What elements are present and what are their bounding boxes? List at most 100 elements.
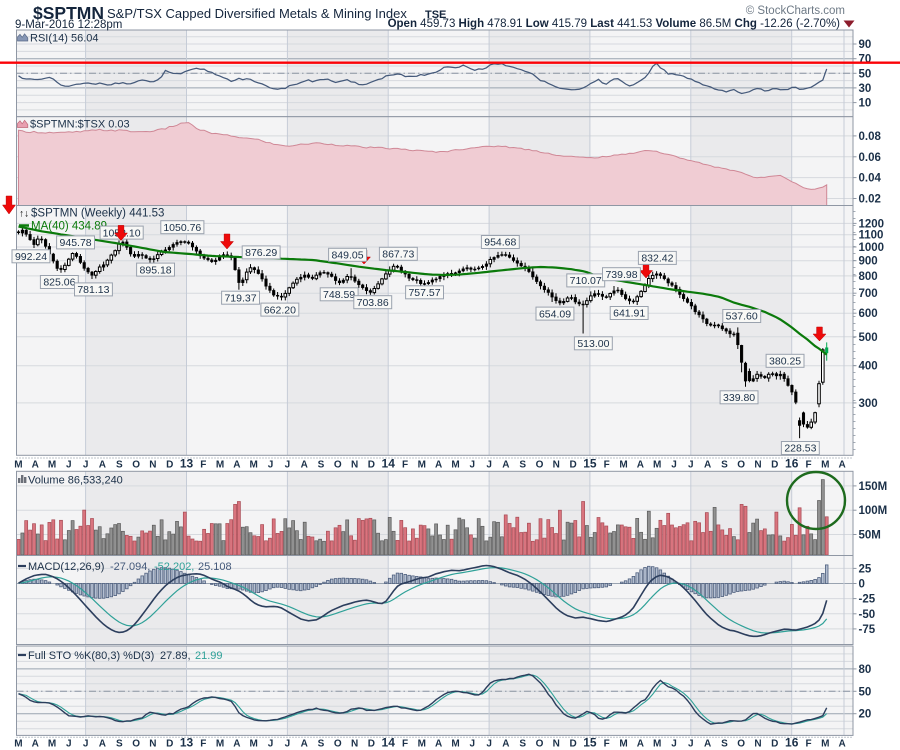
svg-text:M: M [250, 739, 258, 750]
svg-text:A: A [637, 739, 644, 750]
svg-text:Volume 86,533,240: Volume 86,533,240 [28, 475, 123, 487]
svg-text:O: O [737, 459, 745, 470]
svg-text:M: M [653, 739, 661, 750]
svg-text:F: F [604, 739, 610, 750]
svg-text:J: J [688, 739, 694, 750]
svg-text:N: N [351, 739, 358, 750]
svg-text:50: 50 [859, 68, 872, 80]
svg-text:A: A [704, 459, 711, 470]
svg-text:J: J [66, 739, 72, 750]
svg-text:D: D [771, 459, 778, 470]
svg-text:M: M [14, 459, 22, 470]
svg-text:A: A [838, 459, 845, 470]
svg-text:228.53: 228.53 [784, 443, 816, 455]
svg-text:M: M [653, 459, 661, 470]
svg-text:N: N [149, 459, 156, 470]
svg-text:992.24: 992.24 [15, 251, 47, 263]
svg-text:895.18: 895.18 [140, 264, 172, 276]
svg-text:S: S [318, 739, 325, 750]
svg-text:A: A [502, 739, 509, 750]
svg-text:$SPTMN: $SPTMN [33, 3, 104, 23]
svg-text:A: A [32, 459, 39, 470]
svg-text:A: A [99, 739, 106, 750]
svg-text:748.59: 748.59 [323, 289, 355, 301]
svg-text:15: 15 [583, 736, 597, 750]
svg-text:N: N [149, 739, 156, 750]
svg-text:F: F [200, 739, 206, 750]
svg-text:-52.202,: -52.202, [154, 561, 194, 573]
svg-text:S: S [519, 739, 526, 750]
svg-text:S: S [116, 739, 123, 750]
svg-text:F: F [604, 459, 610, 470]
svg-text:M: M [619, 739, 627, 750]
svg-text:© StockCharts.com: © StockCharts.com [746, 5, 845, 17]
svg-text:1100: 1100 [859, 230, 884, 242]
svg-text:A: A [838, 739, 845, 750]
svg-text:825.06: 825.06 [43, 277, 75, 289]
svg-text:D: D [771, 739, 778, 750]
svg-text:J: J [671, 459, 677, 470]
svg-text:757.57: 757.57 [408, 287, 440, 299]
svg-text:513.00: 513.00 [577, 338, 609, 350]
svg-text:30: 30 [859, 83, 872, 95]
svg-text:O: O [334, 459, 342, 470]
svg-text:M: M [451, 459, 459, 470]
svg-text:25.108: 25.108 [198, 561, 232, 573]
svg-text:J: J [486, 739, 492, 750]
svg-text:9-Mar-2016 12:28pm: 9-Mar-2016 12:28pm [15, 19, 122, 31]
svg-text:D: D [368, 739, 375, 750]
svg-text:600: 600 [859, 308, 878, 320]
svg-text:16: 16 [785, 736, 799, 750]
svg-text:D: D [368, 459, 375, 470]
svg-text:150M: 150M [859, 481, 888, 493]
svg-text:N: N [351, 459, 358, 470]
svg-text:400: 400 [859, 361, 878, 373]
svg-text:S: S [116, 459, 123, 470]
svg-text:954.68: 954.68 [484, 237, 516, 249]
svg-text:A: A [233, 739, 240, 750]
svg-text:641.91: 641.91 [613, 308, 645, 320]
svg-text:F: F [805, 459, 811, 470]
svg-text:0: 0 [859, 579, 865, 591]
svg-text:20: 20 [859, 709, 872, 721]
svg-text:S&P/TSX Capped Diversified Met: S&P/TSX Capped Diversified Metals & Mini… [107, 6, 407, 21]
svg-text:$SPTMN:$TSX 0.03: $SPTMN:$TSX 0.03 [30, 119, 130, 131]
svg-text:300: 300 [859, 398, 878, 410]
svg-text:A: A [233, 459, 240, 470]
svg-text:S: S [519, 459, 526, 470]
svg-text:14: 14 [382, 736, 396, 750]
svg-text:25: 25 [859, 563, 872, 575]
svg-text:O: O [132, 739, 140, 750]
svg-text:867.73: 867.73 [382, 249, 414, 261]
svg-text:13: 13 [180, 736, 194, 750]
svg-text:S: S [721, 459, 728, 470]
svg-text:M: M [418, 459, 426, 470]
svg-text:O: O [132, 459, 140, 470]
svg-text:A: A [99, 459, 106, 470]
svg-text:739.98: 739.98 [605, 269, 637, 281]
svg-text:M: M [451, 739, 459, 750]
svg-text:J: J [470, 459, 476, 470]
svg-text:339.80: 339.80 [723, 392, 755, 404]
svg-text:D: D [166, 739, 173, 750]
svg-text:M: M [821, 459, 829, 470]
svg-text:21.99: 21.99 [195, 650, 223, 662]
svg-text:50: 50 [859, 686, 872, 698]
svg-text:-25: -25 [859, 594, 876, 606]
svg-text:$SPTMN (Weekly) 441.53: $SPTMN (Weekly) 441.53 [31, 208, 164, 220]
svg-text:Open 459.73 High 478.91 Low 41: Open 459.73 High 478.91 Low 415.79 Last … [388, 18, 841, 30]
svg-text:700: 700 [859, 288, 878, 300]
svg-text:J: J [268, 459, 274, 470]
svg-text:380.25: 380.25 [769, 356, 801, 368]
svg-text:N: N [754, 459, 761, 470]
svg-text:F: F [402, 459, 408, 470]
svg-text:14: 14 [382, 456, 396, 470]
svg-text:800: 800 [859, 271, 878, 283]
svg-text:D: D [569, 459, 576, 470]
svg-text:J: J [285, 459, 291, 470]
svg-text:A: A [32, 739, 39, 750]
svg-text:O: O [334, 739, 342, 750]
svg-text:J: J [83, 459, 89, 470]
svg-text:710.07: 710.07 [570, 275, 602, 287]
svg-text:O: O [737, 739, 745, 750]
